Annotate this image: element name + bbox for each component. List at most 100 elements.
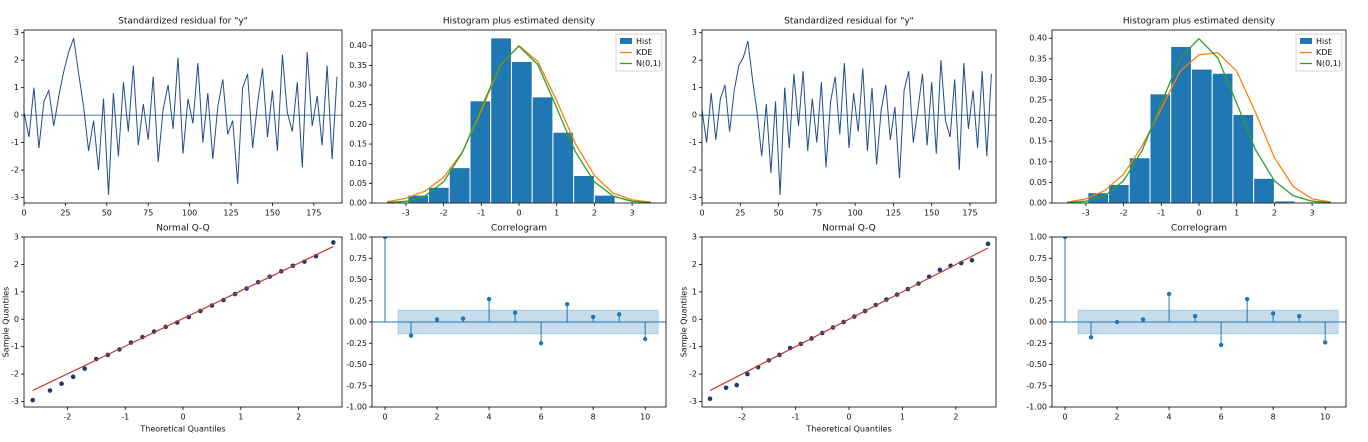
x-tick-label: 4 xyxy=(487,413,492,422)
qq-point xyxy=(47,388,53,393)
y-tick-label: 1.00 xyxy=(1029,233,1047,242)
x-tick-label: 4 xyxy=(1167,413,1172,422)
legend-swatch xyxy=(620,38,632,44)
y-tick-label: 0 xyxy=(692,111,697,120)
x-tick-label: 1 xyxy=(238,413,243,422)
y-tick-label: 0.35 xyxy=(1029,54,1047,63)
y-tick-label: -0.50 xyxy=(346,360,367,369)
x-tick-label: 0 xyxy=(180,413,185,422)
y-tick-label: 1 xyxy=(692,83,697,92)
hist-bar xyxy=(1108,183,1130,203)
x-tick-label: 8 xyxy=(1271,413,1276,422)
y-tick-label: 0.00 xyxy=(349,199,367,208)
legend-label: KDE xyxy=(1316,48,1332,57)
hist-bar xyxy=(573,174,595,203)
residual-line xyxy=(24,38,338,195)
panel-title: Histogram plus estimated density xyxy=(443,17,596,27)
x-tick-label: -1 xyxy=(792,413,800,422)
x-tick-label: 75 xyxy=(812,209,822,218)
y-tick-label: -0.75 xyxy=(1026,381,1047,390)
y-tick-label: -1 xyxy=(11,138,19,147)
y-tick-label: -0.75 xyxy=(346,381,367,390)
x-tick-label: 25 xyxy=(60,209,70,218)
plot-area xyxy=(702,40,996,195)
y-tick-label: 1 xyxy=(692,287,697,296)
y-tick-label: 0.00 xyxy=(349,318,367,327)
y-tick-label: -1.00 xyxy=(1026,403,1047,412)
x-tick-label: 25 xyxy=(735,209,745,218)
stem-marker xyxy=(564,301,570,307)
y-tick-label: 0.00 xyxy=(1029,318,1047,327)
x-tick-label: 150 xyxy=(265,209,280,218)
y-tick-label: 0.75 xyxy=(349,254,367,263)
x-tick-label: 10 xyxy=(640,413,650,422)
x-tick-label: 50 xyxy=(773,209,783,218)
y-tick-label: -0.50 xyxy=(1026,360,1047,369)
x-tick-label: 2 xyxy=(953,413,958,422)
stem-marker xyxy=(1088,335,1094,340)
x-tick-label: -2 xyxy=(440,209,448,218)
stem-marker xyxy=(1192,313,1198,319)
y-tick-label: 2 xyxy=(14,260,19,269)
y-tick-label: -3 xyxy=(689,397,697,406)
x-tick-label: 75 xyxy=(143,209,153,218)
x-tick-label: 0 xyxy=(699,209,704,218)
stem-marker xyxy=(382,237,388,240)
y-tick-label: 0.30 xyxy=(349,81,367,90)
legend-swatch xyxy=(1300,38,1312,44)
y-tick-label: 0.20 xyxy=(1029,116,1047,125)
reference-line xyxy=(32,246,334,392)
x-axis-label: Theoretical Quantiles xyxy=(139,425,225,434)
qq-point xyxy=(82,366,88,371)
y-tick-label: 2 xyxy=(692,56,697,65)
panel-title: Standardized residual for "y" xyxy=(118,17,248,27)
qq-point xyxy=(707,396,713,402)
qq-point xyxy=(331,240,336,245)
y-tick-label: -1 xyxy=(689,138,697,147)
x-tick-label: -1 xyxy=(477,209,485,218)
y-tick-label: 0.25 xyxy=(349,296,367,305)
hist-bar xyxy=(490,37,512,203)
x-tick-label: 100 xyxy=(182,209,197,218)
x-tick-label: 1 xyxy=(1234,209,1239,218)
hist-bar xyxy=(1128,157,1151,203)
axes-frame xyxy=(701,236,997,408)
qq-point xyxy=(937,267,943,273)
y-tick-label: 0.25 xyxy=(1029,296,1047,305)
y-tick-label: 0.20 xyxy=(349,120,367,129)
stem-marker xyxy=(642,336,648,342)
hist-bar xyxy=(531,96,554,203)
hist-bar xyxy=(1253,177,1275,203)
hist-bar xyxy=(593,194,616,203)
x-tick-label: 175 xyxy=(962,209,977,218)
panel-title: Histogram plus estimated density xyxy=(1123,17,1276,27)
x-tick-label: -2 xyxy=(738,413,746,422)
y-tick-label: 0.35 xyxy=(349,61,367,70)
axes-frame xyxy=(371,236,667,408)
y-tick-label: 0.40 xyxy=(349,41,367,50)
qq-point xyxy=(723,385,729,391)
x-tick-label: 50 xyxy=(102,209,112,218)
y-tick-label: 0.40 xyxy=(1029,34,1047,43)
y-axis-label: Sample Quantiles xyxy=(2,287,11,358)
y-tick-label: 0.05 xyxy=(349,179,367,188)
x-tick-label: 2 xyxy=(592,209,597,218)
hist-bar xyxy=(552,131,575,203)
panel-title: Correlogram xyxy=(491,224,547,234)
y-tick-label: 2 xyxy=(692,260,697,269)
stem-marker xyxy=(512,310,518,315)
y-tick-label: 3 xyxy=(692,28,697,37)
hist-bar xyxy=(1232,113,1255,203)
qq-point xyxy=(70,374,76,380)
x-tick-label: 175 xyxy=(306,209,321,218)
x-tick-label: -3 xyxy=(1082,209,1090,218)
y-tick-label: 1 xyxy=(14,287,19,296)
y-axis-label: Sample Quantiles xyxy=(680,287,689,358)
x-tick-label: 100 xyxy=(847,209,862,218)
x-tick-label: 150 xyxy=(924,209,939,218)
y-tick-label: 0.10 xyxy=(349,159,367,168)
qq-point xyxy=(30,397,35,403)
x-tick-label: 0 xyxy=(846,413,851,422)
panel-title: Normal Q-Q xyxy=(156,224,209,234)
